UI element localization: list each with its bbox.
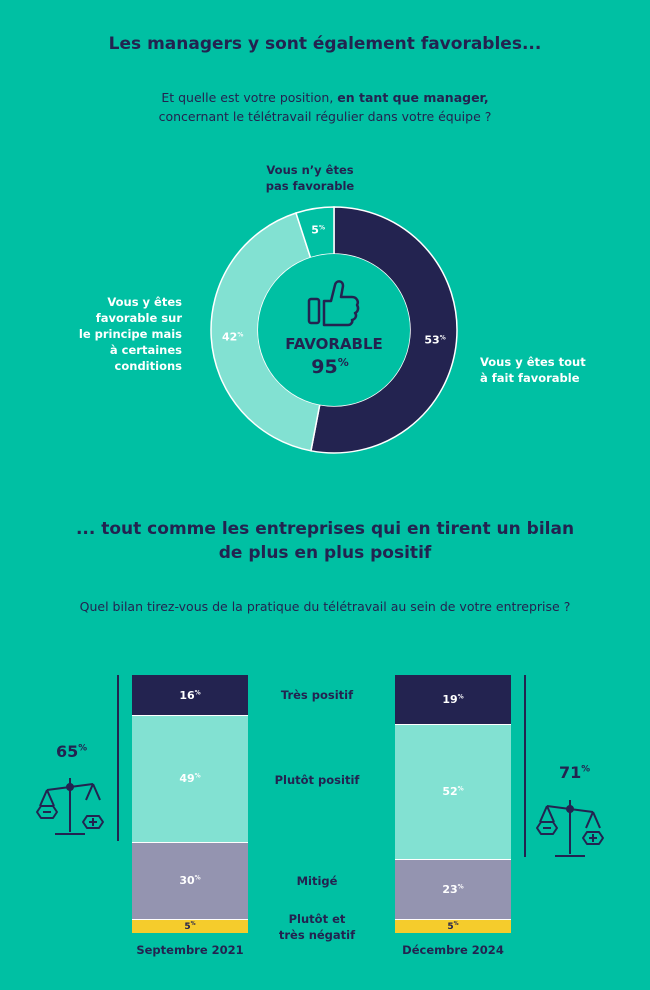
- donut-value-label-0: 53%: [424, 334, 445, 347]
- bar-value-label-1-2: 23%: [442, 882, 464, 896]
- donut-center-number: 95: [311, 356, 337, 378]
- label-conditional-line1: Vous y êtes: [107, 295, 182, 309]
- bar-value-label-1-1: 52%: [442, 785, 464, 799]
- bar-column-1: 19% 52% 23% 5%: [395, 675, 511, 933]
- section2-question: Quel bilan tirez-vous de la pratique du …: [79, 599, 571, 614]
- bar-segment-0-2: 30%: [132, 842, 248, 921]
- bar-segment-0-1: 49%: [132, 716, 248, 843]
- donut-hole: [258, 254, 410, 406]
- bar-value-label-1-0: 19%: [442, 692, 464, 706]
- bar-value-label-1-3: 5%: [447, 920, 459, 932]
- donut-chart: 53% 42% 5% FAVORABLE 95%: [210, 206, 458, 454]
- left-positive-total-value: 65: [56, 742, 79, 761]
- label-conditional-line5: conditions: [114, 359, 182, 373]
- bar-value-label-0-2: 30%: [179, 874, 201, 888]
- section2-title: ... tout comme les entreprises qui en ti…: [0, 517, 650, 565]
- right-positive-bracket: [524, 675, 526, 857]
- question-part1: Et quelle est votre position,: [161, 90, 338, 105]
- label-conditional-line2: favorable sur: [95, 311, 182, 325]
- left-positive-total-pct: %: [78, 743, 88, 754]
- bar-value-label-0-0: 16%: [179, 688, 201, 702]
- bar-column-0: 16% 49% 30% 5%: [132, 675, 248, 933]
- label-not-favorable-line2: pas favorable: [265, 179, 355, 193]
- label-conditional-line4: à certaines: [109, 343, 182, 357]
- bar-value-label-0-1: 49%: [179, 772, 201, 786]
- bar-segment-1-3: 5%: [395, 919, 511, 933]
- category-mitige: Mitigé: [296, 874, 338, 888]
- question-emphasis: en tant que manager,: [337, 90, 489, 105]
- right-positive-total-pct: %: [581, 764, 591, 775]
- right-positive-total: 71%: [559, 763, 590, 782]
- bar-segment-0-0: 16%: [132, 675, 248, 717]
- label-conditional: Vous y êtes favorable sur le principe ma…: [60, 294, 182, 374]
- left-positive-bracket: [117, 675, 119, 841]
- balance-scale-icon-left: [36, 778, 104, 835]
- bar-category-label-1: Décembre 2024: [402, 943, 504, 957]
- thumbs-up-icon: [307, 280, 360, 327]
- label-conditional-line3: le principe mais: [78, 327, 182, 341]
- donut-slices: 53% 42% 5%: [210, 206, 458, 454]
- section2-title-line1: ... tout comme les entreprises qui en ti…: [75, 519, 575, 539]
- right-positive-total-value: 71: [559, 763, 582, 782]
- bar-value-label-0-3: 5%: [184, 921, 196, 933]
- category-negatif-line2: très négatif: [278, 928, 356, 942]
- label-not-favorable: Vous n’y êtes pas favorable: [250, 162, 370, 194]
- label-fully-favorable-line1: Vous y êtes tout: [480, 355, 586, 369]
- donut-center-value: 95%: [311, 356, 348, 378]
- section2-title-line2: de plus en plus positif: [218, 543, 432, 563]
- section1-question: Et quelle est votre position, en tant qu…: [0, 88, 650, 126]
- label-fully-favorable-line2: à fait favorable: [480, 371, 580, 385]
- category-negatif-line1: Plutôt et: [288, 912, 346, 926]
- donut-center-pct: %: [338, 356, 349, 369]
- label-not-favorable-line1: Vous n’y êtes: [266, 163, 354, 177]
- question-part2: concernant le télétravail régulier dans …: [158, 109, 492, 124]
- category-tres-positif: Très positif: [280, 688, 354, 702]
- bar-segment-1-2: 23%: [395, 860, 511, 920]
- donut-center-label: FAVORABLE: [285, 335, 383, 353]
- balance-scale-icon-right: [536, 800, 604, 857]
- bar-segment-1-1: 52%: [395, 724, 511, 860]
- bar-segment-0-3: 5%: [132, 920, 248, 933]
- label-fully-favorable: Vous y êtes tout à fait favorable: [480, 354, 610, 386]
- bar-category-label-0: Septembre 2021: [136, 943, 244, 957]
- bar-segment-1-0: 19%: [395, 675, 511, 725]
- category-negatif: Plutôt et très négatif: [262, 911, 372, 943]
- section1-title: Les managers y sont également favorables…: [108, 34, 542, 54]
- category-plutot-positif: Plutôt positif: [274, 773, 360, 787]
- donut-value-label-1: 42%: [222, 330, 243, 343]
- donut-value-label-2: 5%: [311, 224, 325, 237]
- left-positive-total: 65%: [56, 742, 87, 761]
